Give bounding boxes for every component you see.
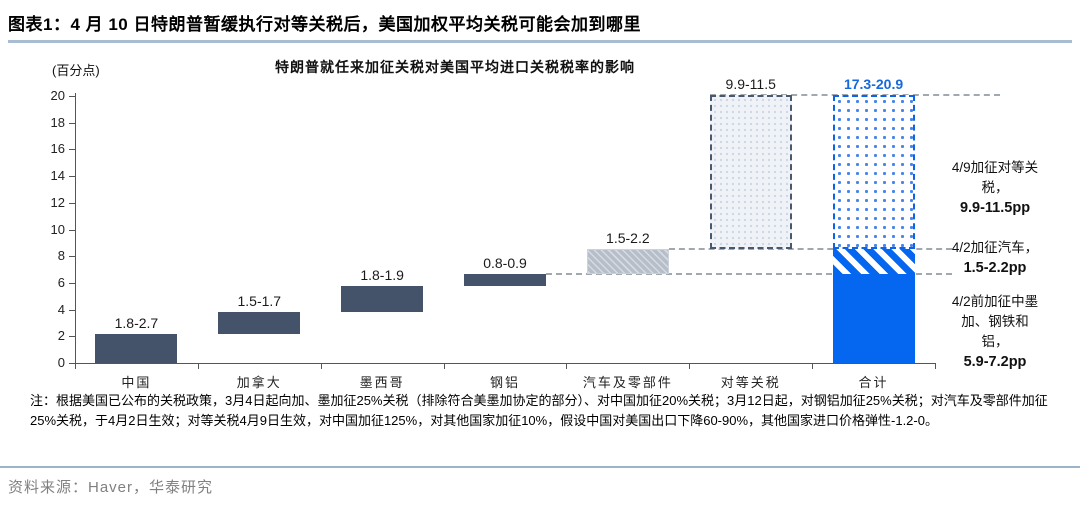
data-source: 资料来源：Haver，华泰研究 [8,479,214,496]
y-axis-tick [69,256,75,258]
y-axis-tick [69,363,75,364]
bar-value-label: 1.5-2.2 [606,229,650,246]
y-axis-tick-label: 20 [50,88,65,103]
y-axis-tick-label: 8 [57,248,65,264]
category-label-5: 汽车及零部件 [582,375,673,390]
category-label-3: 墨西哥 [359,375,405,390]
bar-segment-加拿大 [218,312,301,334]
category-label-4: 钢铝 [489,375,520,390]
bar-segment-中国 [95,333,178,363]
annotation-2: 4/2加征汽车， 1.5-2.2pp [915,238,1075,278]
x-axis-tick [935,363,936,369]
annotation-value: 5.9-7.2pp [963,354,1027,370]
connector-dashed-line [668,247,952,250]
x-axis-tick [812,363,814,369]
annotation-3: 4/2前加征中墨 加、钢铁和 铝， 5.9-7.2pp [915,292,1075,372]
bar-segment-墨西哥 [341,286,424,313]
y-axis-tick [69,229,75,231]
title-underline [8,40,1072,43]
bar-segment-合计 [832,95,915,249]
annotation-value: 1.5-2.2pp [963,260,1027,276]
x-axis-tick [689,363,691,369]
bar-segment-汽车及零部件 [586,248,669,274]
category-label-1: 中国 [121,375,152,390]
y-axis-tick-label: 6 [57,274,65,290]
y-axis-tick [69,202,75,204]
y-axis-tick-label: 10 [50,221,65,237]
figure-title: 图表1：4 月 10 日特朗普暂缓执行对等关税后，美国加权平均关税可能会加到哪里 [8,15,641,34]
category-label-6: 对等关税 [720,375,781,390]
y-axis-tick [69,176,75,178]
bar-segment-合计 [832,273,915,363]
chart-footnote: 注：根据美国已公布的关税政策，3月4日起向加、墨加征25%关税（排除符合美墨加协… [30,393,1048,428]
bar-value-label: 1.8-2.7 [114,314,159,331]
y-axis-tick [69,336,75,338]
bar-value-label: 17.3-20.9 [843,76,904,93]
bar-value-label: 0.8-0.9 [483,254,527,271]
bar-segment-合计 [832,248,915,274]
y-axis-tick-label: 14 [50,168,65,184]
annotation-1: 4/9加征对等关 税， 9.9-11.5pp [915,158,1075,218]
y-axis-unit-label: (百分点) [52,63,100,78]
annotation-value: 9.9-11.5pp [959,200,1031,216]
bar-value-label: 1.5-1.7 [237,293,282,310]
y-axis-line [75,93,76,363]
y-axis-tick-label: 2 [57,328,65,344]
x-axis-tick [75,363,76,369]
annotation-desc: 4/2加征汽车， [951,240,1039,255]
y-axis-tick [69,149,75,151]
x-axis-tick [197,363,199,369]
annotation-desc: 4/2前加征中墨 加、钢铁和 铝， [951,294,1039,349]
category-label-7: 合计 [858,375,889,390]
annotation-desc: 4/9加征对等关 税， [951,160,1039,195]
y-axis-tick [69,96,75,97]
y-axis-tick-label: 12 [50,194,65,210]
y-axis-tick-label: 0 [57,355,65,370]
x-axis-tick [443,363,445,369]
bar-value-label: 9.9-11.5 [725,76,776,93]
x-axis-line [75,363,936,364]
source-divider [0,466,1080,468]
category-label-2: 加拿大 [236,375,282,390]
y-axis-tick-label: 16 [50,141,65,157]
x-axis-tick [320,363,322,369]
y-axis-tick [69,122,75,124]
connector-dashed-line [546,272,952,275]
x-axis-tick [566,363,568,369]
y-axis-tick-label: 4 [57,301,65,317]
chart-title: 特朗普就任来加征关税对美国平均进口关税税率的影响 [275,59,635,75]
bar-value-label: 1.8-1.9 [360,267,404,284]
y-axis-tick [69,282,75,284]
bar-segment-对等关税 [709,95,792,249]
y-axis-tick [69,309,75,311]
bar-segment-钢铝 [464,273,546,287]
y-axis-tick-label: 18 [50,114,65,130]
